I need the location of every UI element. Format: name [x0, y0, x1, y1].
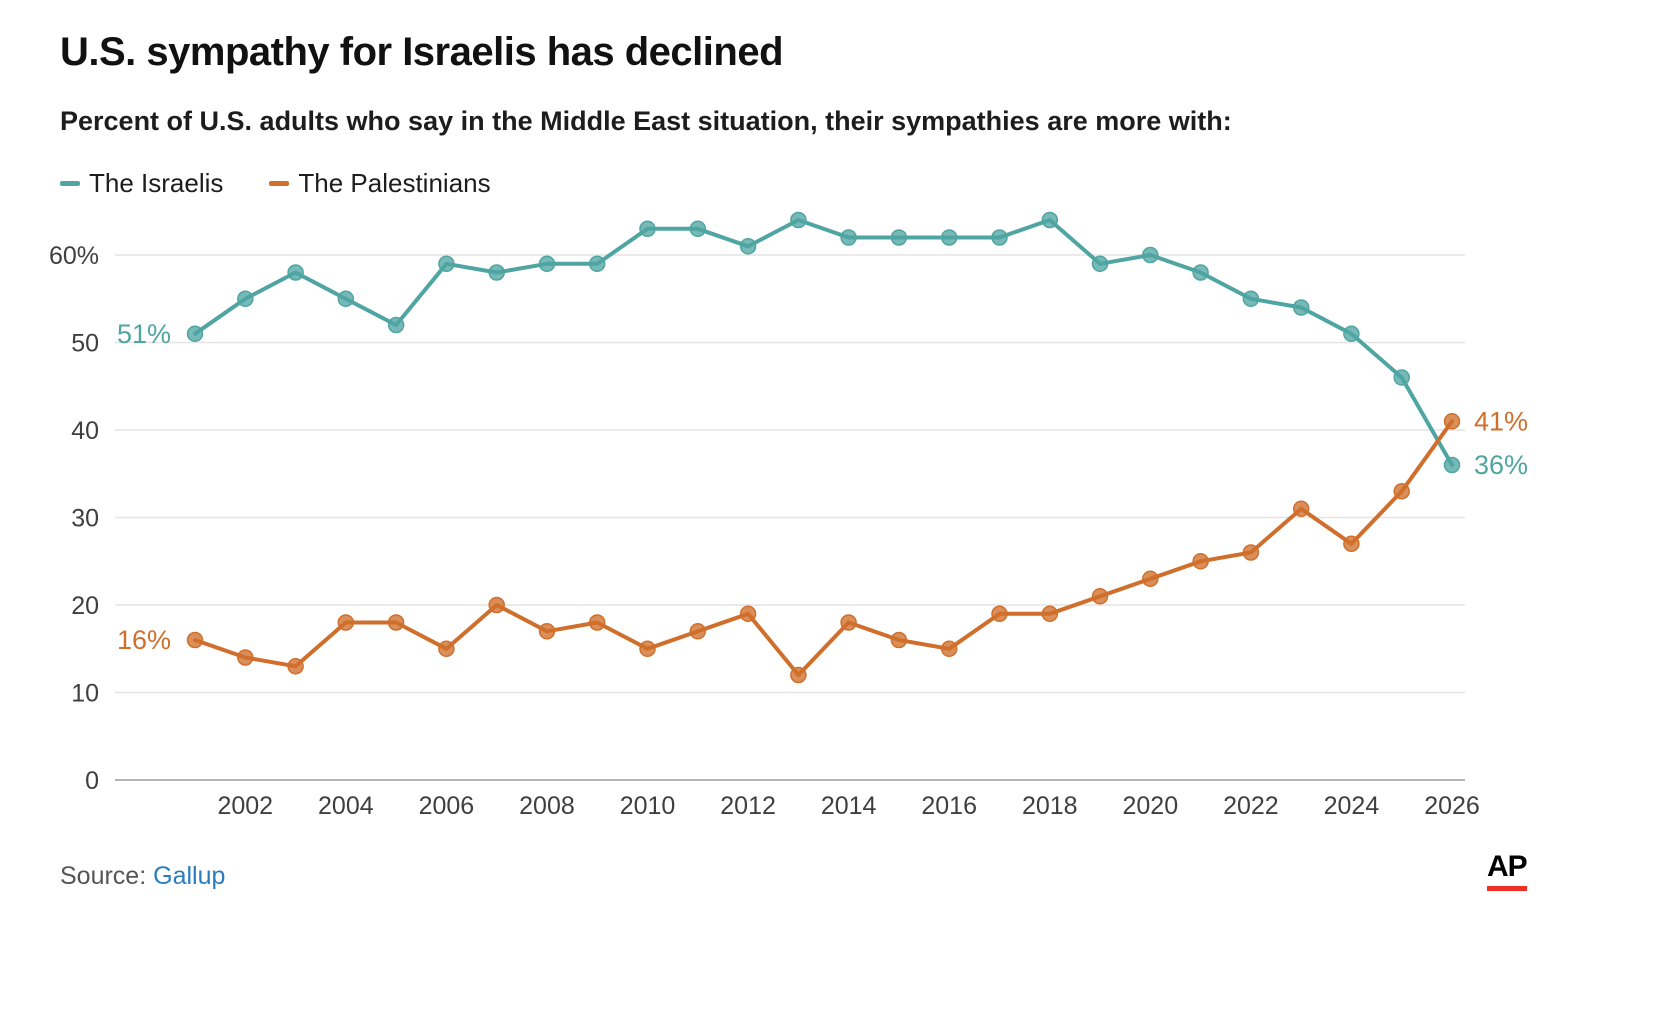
data-point [1091, 255, 1109, 273]
x-tick-label: 2014 [821, 792, 877, 820]
data-point [1192, 264, 1209, 281]
data-point [1091, 588, 1109, 605]
data-point [739, 605, 757, 623]
y-tick-label: 60% [49, 242, 99, 270]
y-tick-label: 30 [71, 505, 99, 533]
x-tick-label: 2008 [519, 792, 575, 820]
start-value-label-1: 16% [117, 625, 171, 655]
data-point [1192, 553, 1209, 570]
source-label: Source: [60, 862, 147, 890]
data-point [1343, 535, 1360, 553]
data-point [991, 605, 1008, 623]
source-line: Source: Gallup [60, 862, 225, 891]
data-point [739, 238, 757, 255]
data-point [538, 623, 556, 640]
series-line-0 [193, 218, 1454, 467]
data-point [387, 316, 405, 334]
ap-logo: AP [1487, 850, 1528, 891]
data-point [237, 649, 254, 666]
x-tick-label: 2002 [217, 792, 273, 820]
data-point [840, 614, 857, 631]
data-point [1292, 299, 1310, 316]
data-point [790, 211, 807, 229]
data-point [1393, 483, 1410, 500]
data-point [1041, 605, 1059, 623]
data-point [991, 229, 1008, 246]
data-point [438, 255, 455, 273]
data-point [890, 229, 908, 246]
x-tick-label: 2004 [318, 792, 374, 820]
data-point [1443, 456, 1461, 474]
y-tick-label: 50 [71, 330, 99, 358]
y-tick-label: 40 [71, 417, 99, 445]
data-point [940, 229, 958, 246]
start-value-label-0: 51% [117, 319, 171, 349]
x-tick-label: 2020 [1123, 792, 1179, 820]
data-point [1242, 290, 1260, 308]
data-point [689, 220, 707, 238]
data-point [588, 255, 606, 273]
data-point [689, 623, 707, 640]
data-point [337, 614, 355, 631]
y-tick-label: 20 [71, 592, 99, 620]
data-point [790, 666, 807, 684]
x-tick-label: 2018 [1022, 792, 1078, 820]
data-point [538, 255, 556, 273]
data-point [287, 658, 304, 675]
legend: The Israelis The Palestinians [60, 168, 491, 199]
data-point [1292, 500, 1310, 518]
legend-swatch-palestinians [269, 181, 290, 186]
end-value-label-0: 36% [1474, 450, 1528, 480]
x-tick-label: 2026 [1424, 792, 1480, 820]
x-tick-label: 2024 [1324, 792, 1380, 820]
data-point [1443, 413, 1461, 430]
data-point [237, 290, 254, 308]
data-point [588, 614, 606, 631]
x-tick-label: 2006 [419, 792, 475, 820]
data-point [287, 264, 304, 281]
legend-swatch-israelis [60, 181, 80, 186]
data-point [940, 640, 958, 658]
data-point [639, 220, 656, 238]
line-chart: 0 10 20 30 40 50 60% 2002 2004 2006 2008 2010 2012 20… [49, 211, 1528, 820]
ap-logo-bar [1487, 886, 1527, 891]
legend-item-israelis: The Israelis [60, 168, 223, 199]
data-point [1142, 570, 1159, 588]
data-point [438, 640, 455, 658]
series-line-1 [193, 419, 1454, 677]
ap-logo-text: AP [1487, 850, 1528, 883]
data-point [387, 614, 405, 631]
data-point [186, 631, 204, 649]
data-point [1343, 325, 1360, 343]
data-point [1393, 369, 1410, 386]
x-tick-label: 2022 [1223, 792, 1279, 820]
data-point [840, 229, 857, 246]
y-tick-label: 10 [71, 680, 99, 708]
data-point [337, 290, 355, 308]
end-value-label-1: 41% [1474, 406, 1528, 436]
x-tick-label: 2016 [921, 792, 977, 820]
legend-item-palestinians: The Palestinians [269, 168, 491, 199]
legend-label-israelis: The Israelis [89, 168, 224, 198]
y-tick-label: 0 [85, 767, 99, 795]
data-point [1041, 211, 1059, 229]
data-point [186, 325, 204, 343]
legend-label-palestinians: The Palestinians [298, 168, 491, 198]
x-tick-label: 2010 [620, 792, 676, 820]
data-point [488, 264, 505, 281]
source-link-gallup[interactable]: Gallup [153, 862, 226, 890]
data-point [488, 596, 505, 614]
page-title: U.S. sympathy for Israelis has declined [60, 30, 784, 74]
chart-subtitle: Percent of U.S. adults who say in the Mi… [60, 106, 1232, 136]
x-tick-label: 2012 [720, 792, 776, 820]
data-point [1242, 544, 1260, 561]
data-point [890, 631, 908, 649]
data-point [639, 640, 656, 658]
data-point [1142, 246, 1159, 264]
